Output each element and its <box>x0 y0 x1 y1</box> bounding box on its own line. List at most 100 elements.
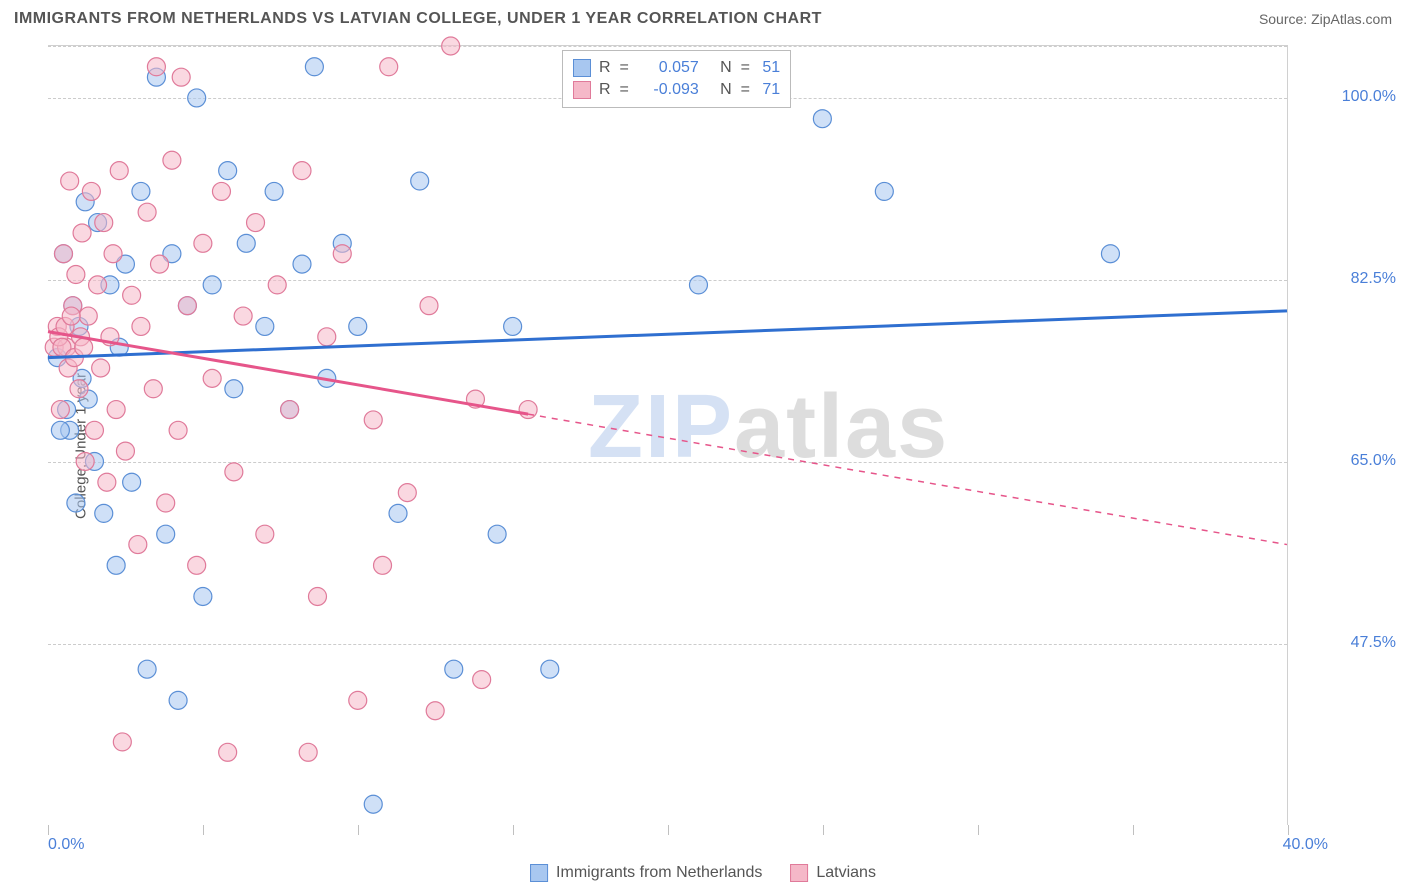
data-point <box>82 182 100 200</box>
legend-series: Immigrants from Netherlands Latvians <box>530 864 876 882</box>
data-point <box>426 702 444 720</box>
data-point <box>110 162 128 180</box>
data-point <box>374 556 392 574</box>
data-point <box>138 660 156 678</box>
data-point <box>203 369 221 387</box>
legend-swatch <box>790 864 808 882</box>
data-point <box>188 556 206 574</box>
data-point <box>318 328 336 346</box>
data-point <box>265 182 283 200</box>
data-point <box>132 182 150 200</box>
data-point <box>89 276 107 294</box>
data-point <box>247 214 265 232</box>
data-point <box>123 473 141 491</box>
trend-line-extrapolated <box>528 414 1287 544</box>
data-point <box>157 525 175 543</box>
x-axis-min-label: 0.0% <box>48 836 84 854</box>
data-point <box>104 245 122 263</box>
data-point <box>225 463 243 481</box>
legend-n-value: 71 <box>762 81 780 99</box>
data-point <box>234 307 252 325</box>
data-point <box>380 58 398 76</box>
legend-r-value: 0.057 <box>637 59 699 77</box>
data-point <box>194 588 212 606</box>
data-point <box>169 691 187 709</box>
data-point <box>256 317 274 335</box>
legend-n-value: 51 <box>762 59 780 77</box>
legend-n-label: N = <box>707 59 755 77</box>
data-point <box>225 380 243 398</box>
data-point <box>172 68 190 86</box>
data-point <box>95 214 113 232</box>
data-point <box>138 203 156 221</box>
data-point <box>51 401 69 419</box>
data-point <box>268 276 286 294</box>
y-tick-label: 82.5% <box>1351 270 1396 288</box>
legend-correlation: R =0.057 N = 51R =-0.093 N = 71 <box>562 50 791 108</box>
legend-r-value: -0.093 <box>637 81 699 99</box>
data-point <box>308 588 326 606</box>
data-point <box>163 151 181 169</box>
legend-swatch <box>573 59 591 77</box>
data-point <box>188 89 206 107</box>
data-point <box>488 525 506 543</box>
x-tick <box>203 825 204 835</box>
data-point <box>75 338 93 356</box>
x-tick <box>823 825 824 835</box>
x-tick <box>1133 825 1134 835</box>
data-point <box>79 307 97 325</box>
data-point <box>219 743 237 761</box>
data-point <box>1101 245 1119 263</box>
data-point <box>113 733 131 751</box>
data-point <box>85 421 103 439</box>
data-point <box>73 224 91 242</box>
x-tick <box>668 825 669 835</box>
data-point <box>237 234 255 252</box>
data-point <box>364 795 382 813</box>
data-point <box>67 494 85 512</box>
data-point <box>212 182 230 200</box>
legend-correlation-row: R =0.057 N = 51 <box>573 57 780 79</box>
data-point <box>519 401 537 419</box>
chart-title: IMMIGRANTS FROM NETHERLANDS VS LATVIAN C… <box>14 10 822 28</box>
data-point <box>70 380 88 398</box>
x-tick <box>1288 825 1289 835</box>
plot-area: ZIPatlas <box>48 45 1288 825</box>
data-point <box>305 58 323 76</box>
legend-swatch <box>530 864 548 882</box>
y-tick-label: 65.0% <box>1351 452 1396 470</box>
data-point <box>61 172 79 190</box>
x-tick <box>358 825 359 835</box>
data-point <box>107 556 125 574</box>
data-point <box>293 162 311 180</box>
legend-n-label: N = <box>707 81 755 99</box>
data-point <box>151 255 169 273</box>
data-point <box>76 452 94 470</box>
data-point <box>95 504 113 522</box>
data-point <box>411 172 429 190</box>
data-point <box>293 255 311 273</box>
data-point <box>420 297 438 315</box>
data-point <box>51 421 69 439</box>
data-point <box>178 297 196 315</box>
legend-series-item: Latvians <box>790 864 876 882</box>
data-point <box>389 504 407 522</box>
x-axis-max-label: 40.0% <box>1283 836 1328 854</box>
data-point <box>116 442 134 460</box>
legend-swatch <box>573 81 591 99</box>
data-point <box>541 660 559 678</box>
data-point <box>67 266 85 284</box>
data-point <box>147 58 165 76</box>
data-point <box>129 536 147 554</box>
legend-series-label: Latvians <box>816 864 876 882</box>
y-tick-label: 100.0% <box>1342 88 1396 106</box>
data-point <box>445 660 463 678</box>
data-point <box>157 494 175 512</box>
data-point <box>398 484 416 502</box>
data-point <box>349 691 367 709</box>
y-tick-label: 47.5% <box>1351 634 1396 652</box>
chart-header: IMMIGRANTS FROM NETHERLANDS VS LATVIAN C… <box>14 10 1392 28</box>
data-point <box>107 401 125 419</box>
data-point <box>473 671 491 689</box>
legend-series-item: Immigrants from Netherlands <box>530 864 762 882</box>
